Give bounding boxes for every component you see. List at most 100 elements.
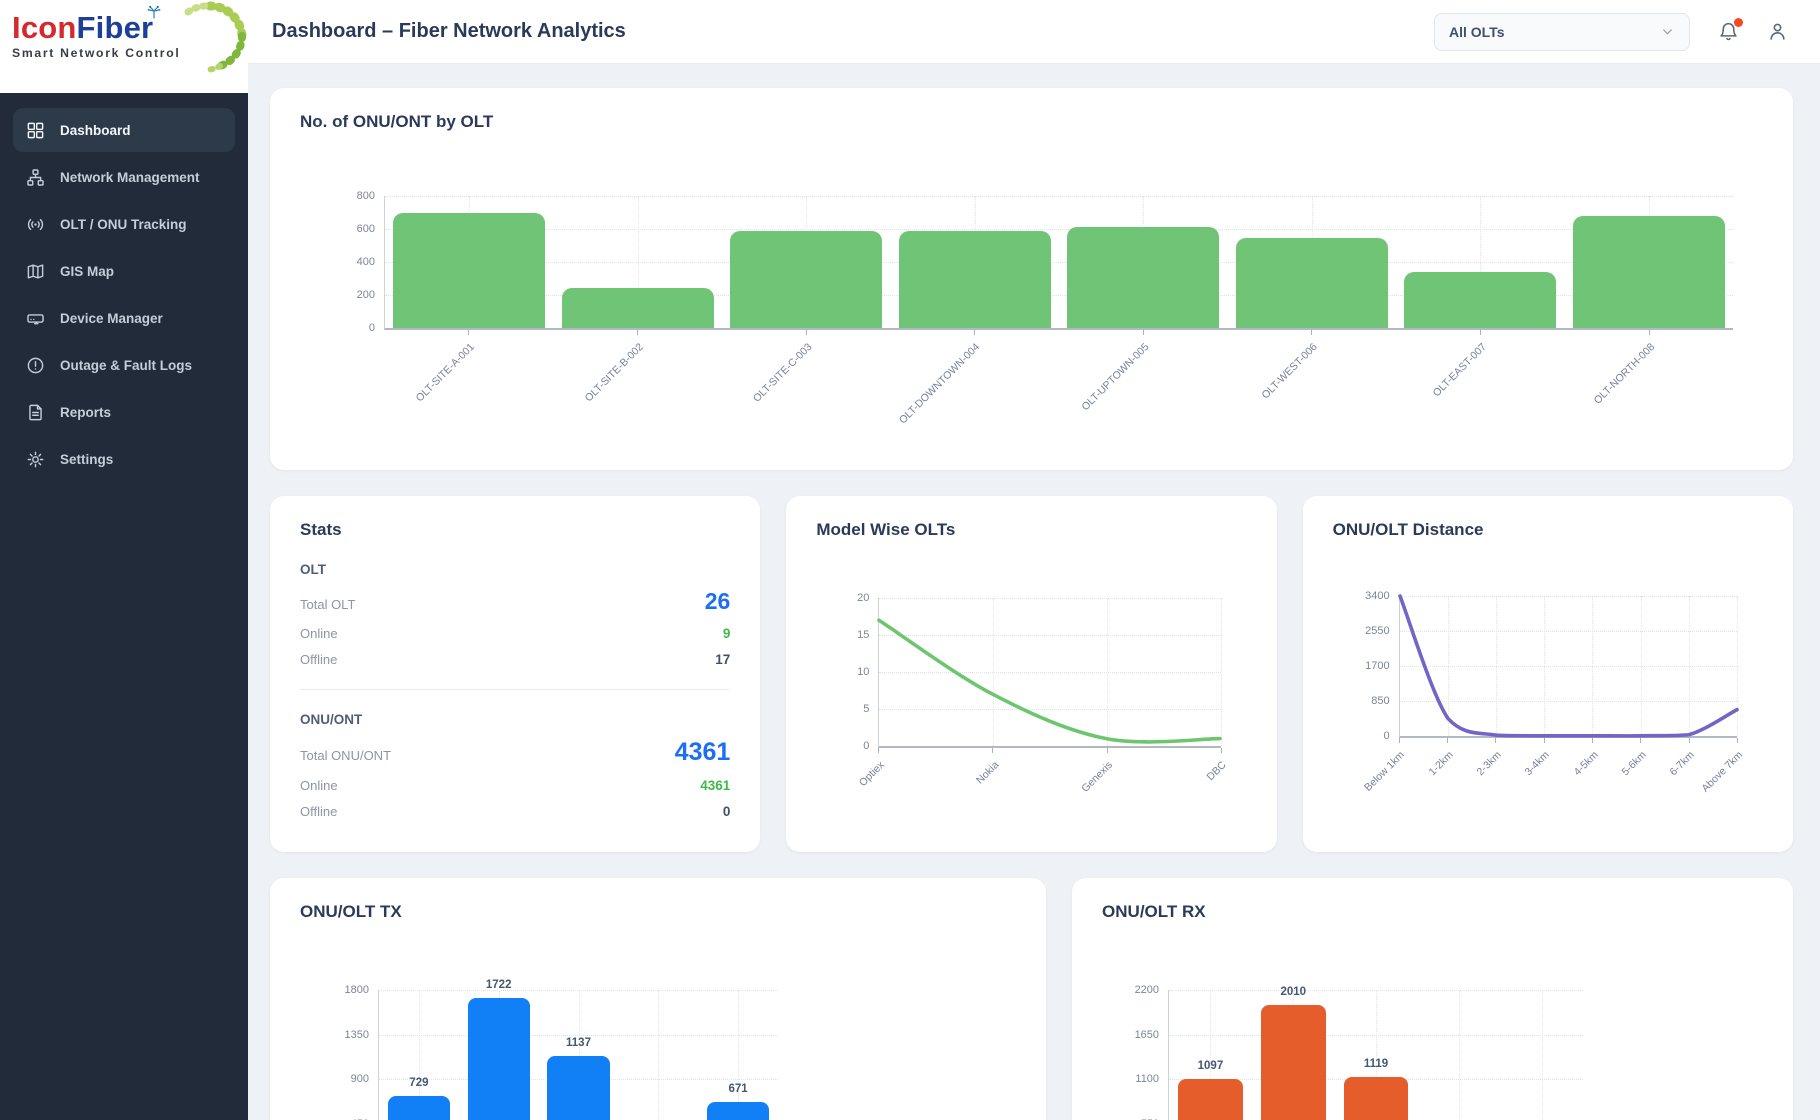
x-axis-tick — [1220, 748, 1222, 753]
x-axis-label: OLT-UPTOWN-005 — [1079, 341, 1152, 414]
network-icon — [27, 168, 44, 186]
x-axis-tick — [1495, 738, 1497, 743]
sidebar-item-label: Device Manager — [60, 310, 163, 326]
chart-onu-by-olt: 0 200 400 600 800 OLT-SITE-A-001 OLT-SITE-B-0… — [357, 190, 1733, 426]
sidebar-item-label: Reports — [60, 404, 112, 420]
sidebar-item-gis-map[interactable]: GIS Map — [13, 249, 235, 293]
stats-row: Offline 17 — [300, 652, 730, 667]
bar — [1178, 1079, 1243, 1120]
olt-filter-select[interactable]: All OLTs — [1434, 12, 1690, 51]
bar — [1404, 271, 1557, 328]
stat-label: Offline — [300, 652, 338, 667]
brand-name-primary: Icon — [12, 10, 77, 45]
chart-model-wise-olts: 0 5 10 15 20 Optiex Nokia Genexis DBC — [857, 592, 1229, 828]
chart-x-axis: Below 1km 1-2km 2-3km 3-4km 4-5km 5-6km 6-7km A… — [1362, 738, 1745, 818]
stats-row: Online 9 — [300, 626, 730, 641]
x-axis-tick — [468, 330, 470, 335]
gridline-v — [1458, 990, 1460, 1120]
bar-value-label: 1137 — [566, 1036, 591, 1049]
card-onu-olt-rx: ONU/OLT RX 0550110016502200109720101119 — [1072, 878, 1793, 1120]
chart-plot-area: 0550110016502200109720101119 — [1135, 984, 1584, 1120]
sidebar-item-label: Network Management — [60, 169, 200, 185]
gridline-v — [1544, 596, 1546, 736]
gridline-v — [658, 990, 660, 1120]
user-icon — [1770, 23, 1785, 40]
x-axis-tick — [636, 330, 638, 335]
gridline-v — [1640, 596, 1642, 736]
sidebar-item-dashboard[interactable]: Dashboard — [13, 108, 235, 152]
card-title: Stats — [300, 520, 342, 539]
gridline-h — [879, 709, 1221, 710]
x-axis-tick — [878, 748, 880, 753]
x-axis-label: Below 1km — [1362, 749, 1408, 794]
page-title: Dashboard – Fiber Network Analytics — [272, 20, 626, 42]
sidebar-item-settings[interactable]: Settings — [13, 437, 235, 481]
gridline-v — [1541, 990, 1543, 1120]
gridline-v — [1480, 196, 1482, 328]
sidebar-item-device-manager[interactable]: Device Manager — [13, 296, 235, 340]
gridline-h — [385, 262, 1733, 263]
bar — [1572, 215, 1725, 328]
sidebar-item-network-management[interactable]: Network Management — [13, 155, 235, 199]
card-model-wise-olts: Model Wise OLTs 0 5 10 15 20 Optiex Nokia Gene… — [786, 496, 1277, 852]
sidebar-item-label: Outage & Fault Logs — [60, 357, 193, 373]
settings-icon — [27, 451, 44, 467]
notifications-button[interactable] — [1718, 18, 1743, 42]
bar — [467, 997, 530, 1120]
gridline-v — [738, 990, 740, 1120]
sidebar-item-reports[interactable]: Reports — [13, 390, 235, 434]
gridline-v — [1376, 990, 1378, 1120]
x-axis-label: 2-3km — [1474, 749, 1504, 779]
bar — [1343, 1077, 1409, 1120]
bar — [1260, 1005, 1326, 1120]
gridline-h — [879, 598, 1221, 599]
bar-value-label: 1119 — [1363, 1058, 1389, 1071]
x-axis-label: Genexis — [1079, 759, 1116, 795]
bar — [547, 1055, 610, 1120]
gridline-v — [578, 990, 580, 1120]
chart-onu-olt-distance: 0 850 1700 2550 3400 Below 1km 1-2km 2-3km 3-4k… — [1362, 590, 1745, 818]
y-tick-label: 1350 — [344, 1028, 369, 1041]
card-title: ONU/OLT TX — [300, 902, 402, 921]
card-title: Model Wise OLTs — [816, 520, 956, 539]
sidebar-item-outage-fault-logs[interactable]: Outage & Fault Logs — [13, 343, 235, 387]
card-stats: Stats OLT Total OLT 26 Online 9 Offline 17 … — [270, 496, 761, 852]
stats-section-olt: OLT Total OLT 26 Online 9 Offline 17 — [300, 562, 730, 667]
stat-value: 17 — [715, 652, 731, 667]
brand-tagline: Smart Network Control — [12, 45, 181, 60]
y-tick-label: 1800 — [344, 984, 369, 996]
user-menu-button[interactable] — [1767, 21, 1788, 42]
x-axis-tick — [1640, 738, 1642, 743]
card-onu-olt-distance: ONU/OLT Distance 0 850 1700 2550 3400 Below … — [1302, 496, 1793, 852]
y-tick-label: 900 — [350, 1073, 369, 1085]
stat-value: 9 — [722, 626, 731, 641]
dashboard-content: No. of ONU/ONT by OLT 0 200 400 600 800 OLT-… — [248, 64, 1820, 1120]
gridline-h — [385, 295, 1733, 296]
bar — [1235, 238, 1388, 328]
x-axis-label: OLT-EAST-007 — [1430, 341, 1489, 400]
reports-icon — [29, 404, 42, 420]
divider — [300, 689, 731, 690]
x-axis-label: 1-2km — [1426, 749, 1456, 779]
gridline-v — [1210, 990, 1212, 1120]
sidebar-nav: Dashboard Network Management OLT / ONU T… — [0, 93, 248, 481]
y-tick-label: 550 — [1141, 1118, 1159, 1120]
stat-label: Total OLT — [300, 597, 356, 612]
olt-filter-value: All OLTs — [1449, 23, 1505, 40]
bell-icon — [1720, 22, 1737, 41]
stats-row: Total OLT 26 — [300, 588, 730, 615]
y-tick-label: 400 — [356, 256, 375, 268]
stat-value: 26 — [704, 588, 731, 614]
x-axis-label: 5-6km — [1619, 749, 1649, 779]
bar — [393, 212, 546, 328]
sidebar-item-olt-onu-tracking[interactable]: OLT / ONU Tracking — [13, 202, 235, 246]
bar — [387, 1095, 450, 1120]
brand-name: IconFiber — [12, 12, 238, 44]
gridline-h — [879, 635, 1221, 636]
y-tick-label: 600 — [356, 223, 375, 235]
y-tick-label: 3400 — [1365, 590, 1390, 602]
y-tick-label: 2200 — [1134, 984, 1160, 996]
bar — [706, 1101, 770, 1120]
middle-cards-row: Stats OLT Total OLT 26 Online 9 Offline 17 … — [270, 496, 1793, 852]
